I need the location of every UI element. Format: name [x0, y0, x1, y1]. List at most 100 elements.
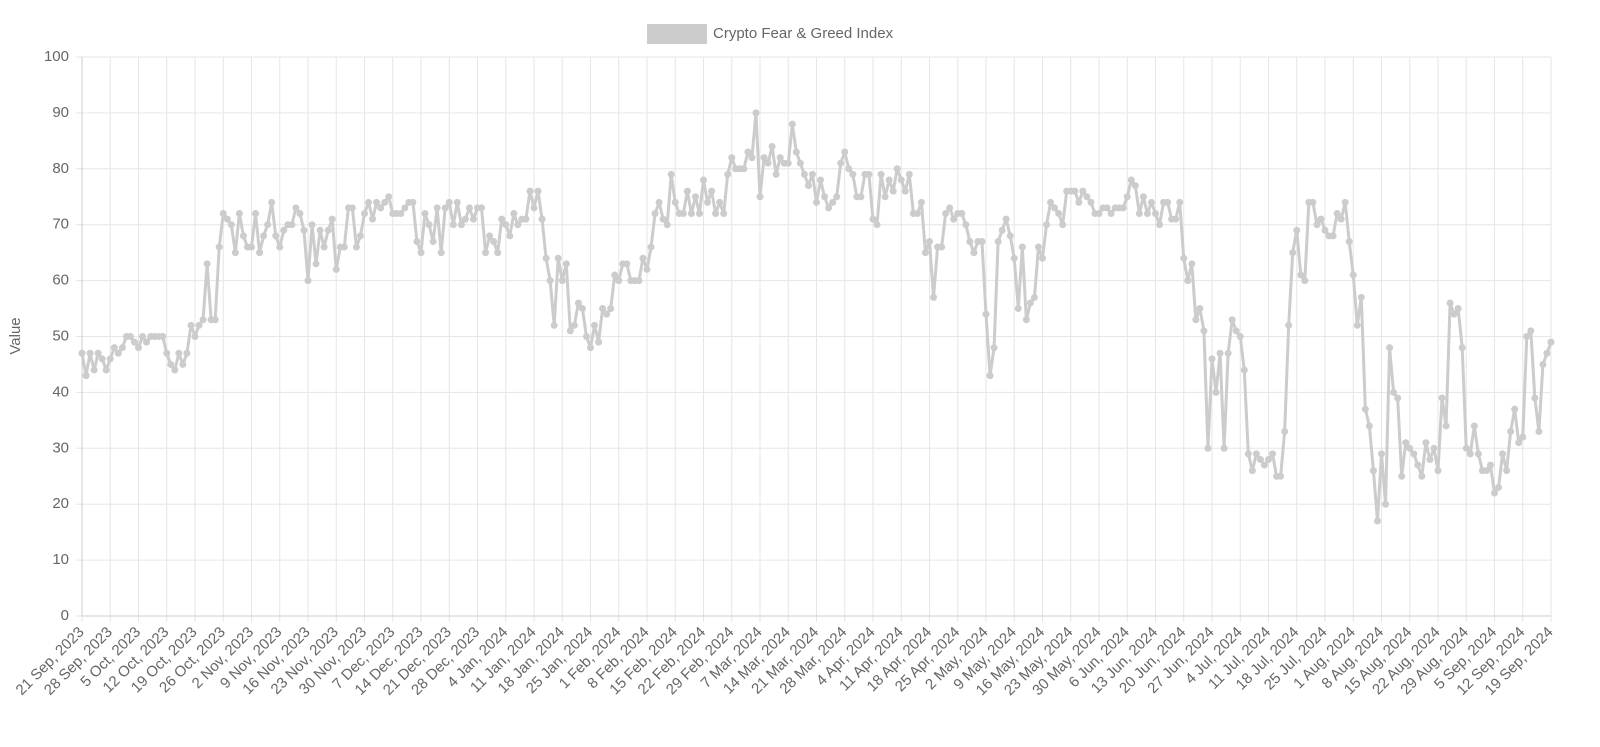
point [1458, 344, 1466, 352]
point [893, 165, 901, 173]
point [356, 232, 364, 240]
point [316, 226, 324, 234]
point [1365, 422, 1373, 430]
point [1297, 271, 1305, 279]
point [118, 344, 126, 352]
point [1523, 333, 1531, 340]
point [873, 221, 881, 229]
point [1373, 517, 1381, 525]
point [1422, 439, 1430, 447]
point [1123, 193, 1131, 201]
point [304, 277, 312, 285]
point [1281, 428, 1289, 436]
point [135, 344, 142, 352]
point [98, 355, 106, 363]
point [603, 310, 611, 318]
legend-swatch[interactable] [647, 24, 707, 44]
y-tick-label: 40 [52, 383, 69, 400]
point [1446, 299, 1454, 307]
point [526, 187, 534, 195]
point [821, 193, 829, 201]
point [1398, 472, 1406, 480]
point [1491, 489, 1498, 497]
point [1265, 455, 1272, 463]
point [990, 344, 998, 352]
point [804, 182, 812, 190]
point [296, 210, 304, 218]
point [82, 372, 90, 380]
point [231, 249, 239, 257]
point [748, 154, 756, 162]
legend-label[interactable]: Crypto Fear & Greed Index [713, 25, 894, 42]
point [1345, 237, 1353, 245]
point [998, 226, 1006, 234]
point [994, 237, 1002, 245]
point [1402, 439, 1410, 447]
point [1531, 394, 1539, 402]
point [235, 210, 243, 218]
point [1248, 467, 1256, 475]
point [1256, 455, 1264, 463]
point [292, 204, 300, 212]
point [1414, 461, 1422, 469]
point [1075, 198, 1083, 206]
point [1119, 204, 1127, 212]
point [268, 198, 276, 206]
point [950, 215, 958, 223]
point [857, 193, 865, 201]
point [752, 109, 760, 117]
point [425, 221, 433, 229]
point [639, 254, 647, 262]
point [643, 265, 651, 273]
y-tick-label: 10 [52, 551, 69, 568]
point [1131, 182, 1139, 190]
point [126, 333, 134, 340]
point [724, 170, 732, 178]
point [1006, 232, 1014, 240]
point [764, 159, 772, 167]
point [1410, 450, 1418, 458]
point [1055, 210, 1063, 218]
point [829, 198, 837, 206]
point [881, 193, 889, 201]
point [1482, 467, 1490, 475]
point [837, 159, 845, 167]
point [409, 198, 417, 206]
point [328, 215, 336, 223]
point [1406, 444, 1414, 452]
point [1426, 455, 1434, 463]
point [800, 170, 808, 178]
point [716, 198, 724, 206]
point [219, 210, 227, 218]
point [691, 193, 699, 201]
point [712, 210, 720, 218]
point [320, 243, 328, 251]
point [171, 366, 179, 374]
point [813, 198, 820, 206]
point [191, 333, 199, 340]
point [1196, 305, 1204, 313]
point [1079, 187, 1087, 195]
point [397, 210, 405, 218]
point [1386, 344, 1394, 352]
point [130, 338, 138, 346]
point [671, 198, 679, 206]
point [1547, 338, 1555, 346]
y-tick-label: 50 [52, 327, 69, 344]
point [1039, 254, 1046, 262]
point [199, 316, 207, 324]
point [445, 198, 453, 206]
point [599, 305, 607, 313]
point [611, 271, 619, 279]
point [227, 221, 235, 229]
point [768, 142, 776, 150]
point [926, 237, 933, 245]
point [869, 215, 877, 223]
point [695, 210, 703, 218]
point [1184, 277, 1192, 285]
point [1313, 221, 1321, 229]
point [885, 176, 893, 184]
y-tick-label: 100 [44, 48, 69, 65]
point [1442, 422, 1450, 430]
point [942, 210, 950, 218]
